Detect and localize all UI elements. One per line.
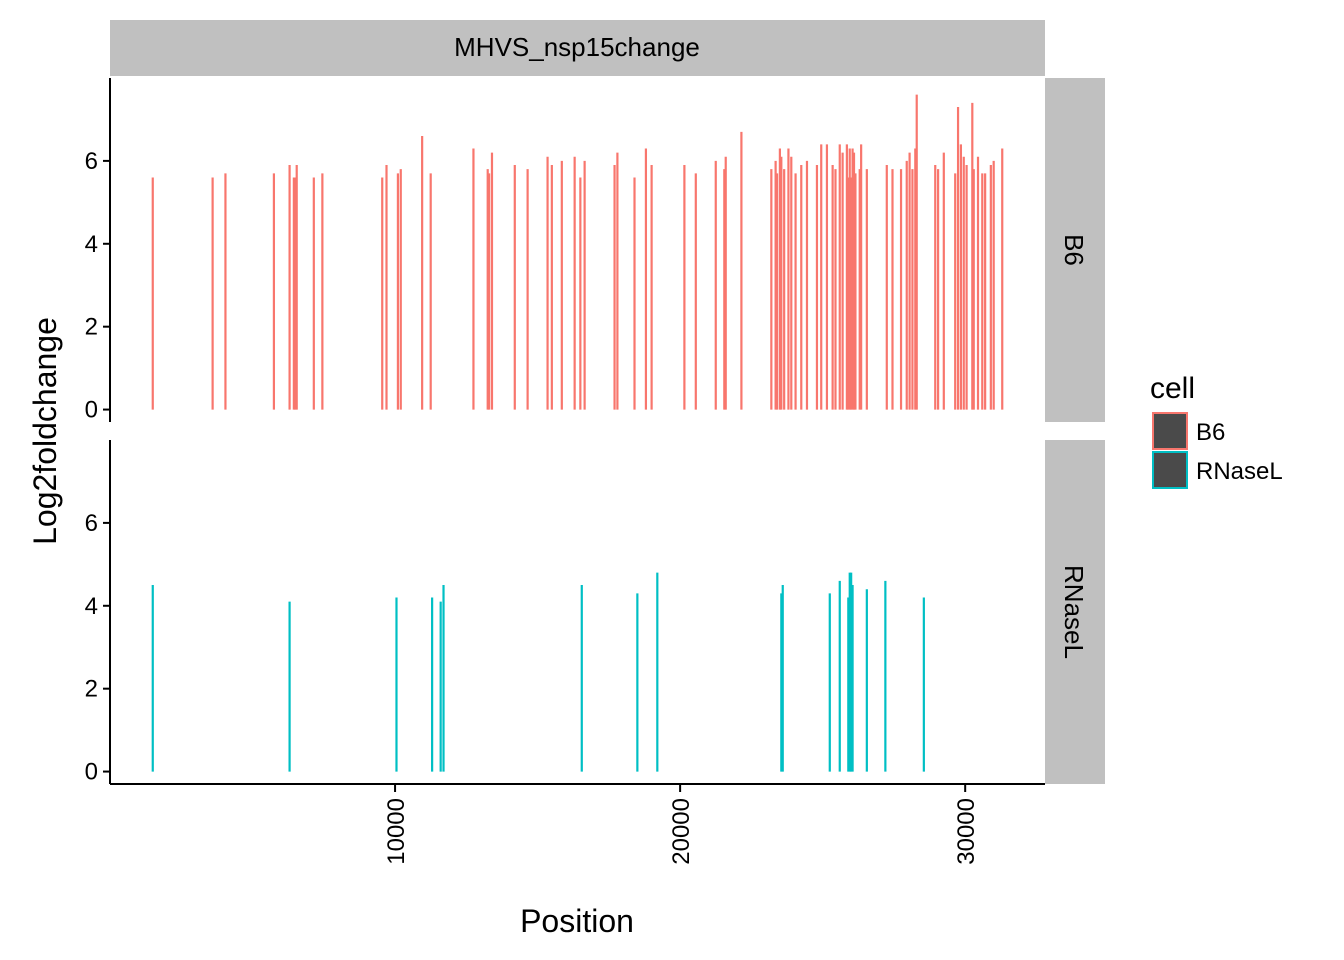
panel-b6 — [151, 94, 1004, 410]
legend-label-b6: B6 — [1196, 419, 1225, 446]
legend-key-rnasel — [1152, 451, 1188, 489]
strip-right-rnasel — [1045, 440, 1105, 784]
x-tick-label: 20000 — [668, 798, 695, 865]
legend-key-b6 — [1152, 412, 1188, 450]
legend: cell B6 RNaseL — [1150, 372, 1283, 489]
strip-right-b6 — [1045, 78, 1105, 422]
panel-rnasel — [151, 572, 925, 772]
y-axis-title: Log2foldchange — [27, 317, 63, 545]
facet-title: MHVS_nsp15change — [454, 32, 700, 62]
facet-strip-top — [110, 20, 1045, 76]
y-tick-label: 0 — [85, 759, 98, 786]
strip-label-b6: B6 — [1059, 234, 1089, 266]
y-tick-label: 4 — [85, 231, 98, 258]
legend-title: cell — [1150, 372, 1195, 405]
strip-label-rnasel: RNaseL — [1059, 565, 1089, 659]
y-tick-label: 0 — [85, 397, 98, 424]
x-axis-title: Position — [520, 903, 634, 939]
y-tick-label: 2 — [85, 314, 98, 341]
x-tick-label: 10000 — [383, 798, 410, 865]
y-tick-label: 6 — [85, 510, 98, 537]
y-tick-label: 2 — [85, 676, 98, 703]
y-tick-label: 4 — [85, 593, 98, 620]
legend-label-rnasel: RNaseL — [1196, 458, 1283, 485]
axes: 0 2 4 6 0 2 4 6 10000 20000 30000 — [85, 148, 981, 865]
x-tick-label: 30000 — [953, 798, 980, 865]
y-tick-label: 6 — [85, 148, 98, 175]
